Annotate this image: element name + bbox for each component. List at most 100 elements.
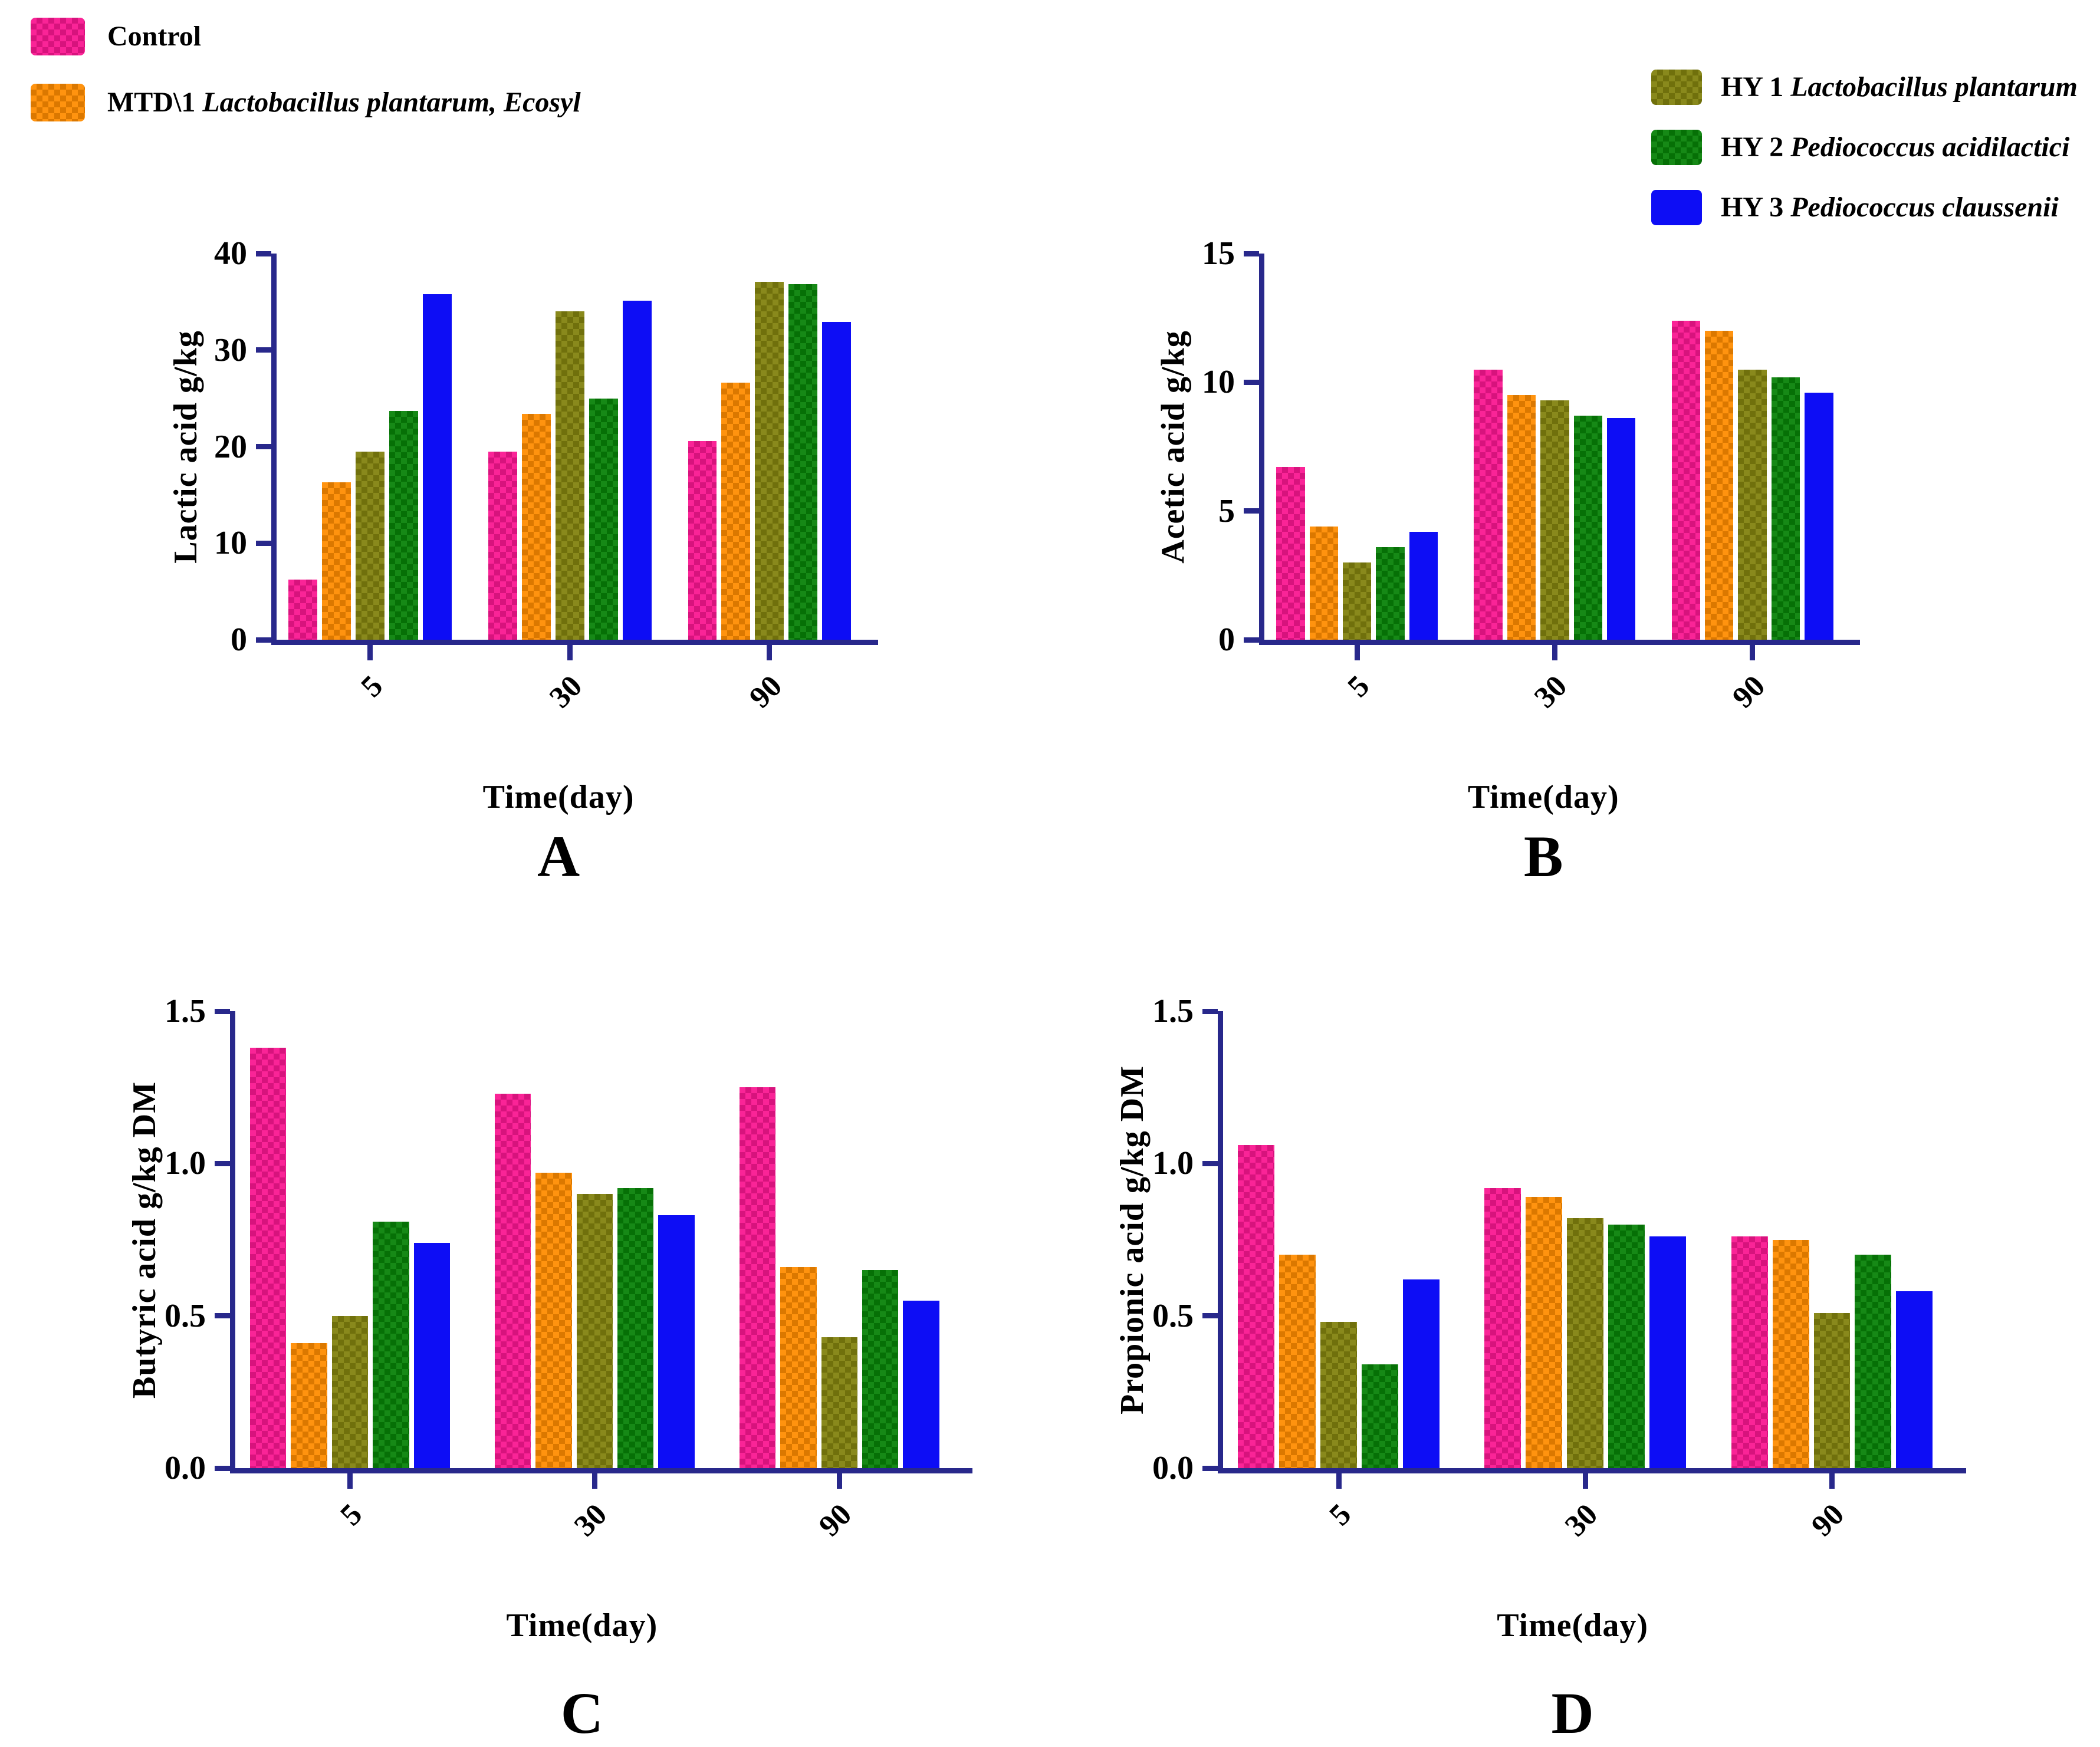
bar-mtd-day30 <box>535 1172 572 1468</box>
bar-control-day90 <box>739 1087 776 1468</box>
bar-hy1-day90 <box>755 281 784 640</box>
legend-item-label: HY 2 Pediococcus acidilactici <box>1721 133 2069 162</box>
bar-hy2-day30 <box>1608 1224 1645 1468</box>
bar-hy1-day5 <box>356 451 385 640</box>
legend-text: HY 2 <box>1721 131 1784 163</box>
y-tick-label: 0.0 <box>165 1450 206 1486</box>
bar-control-day5 <box>288 580 318 640</box>
bar-hy3-day5 <box>413 1242 450 1468</box>
legend-species-text: Pediococcus claussenii <box>1790 192 2059 223</box>
x-tick-label-text: 90 <box>1805 1497 1851 1543</box>
x-tick <box>347 1473 353 1489</box>
legend-item-hy1: HY 1 Lactobacillus plantarum <box>1651 66 2078 108</box>
legend-species-text: Pediococcus acidilactici <box>1790 131 2070 163</box>
bar-hy3-day90 <box>903 1300 939 1468</box>
x-axis-title: Time(day) <box>1467 779 1619 815</box>
y-tick-label: 0.5 <box>1152 1297 1194 1334</box>
x-tick-label-text: 30 <box>1559 1497 1605 1543</box>
bar-hy2-day90 <box>788 284 818 640</box>
y-tick <box>1244 379 1259 385</box>
bar-hy1-day90 <box>1738 369 1767 640</box>
x-tick <box>567 645 573 660</box>
bar-control-day5 <box>250 1048 287 1468</box>
y-axis-title-text: Acetic acid g/kg <box>1155 330 1192 564</box>
bar-hy2-day90 <box>862 1270 899 1468</box>
y-axis-title-text: Butyric acid g/kg DM <box>126 1081 163 1399</box>
plot-area-D: 0.0 0.5 1.0 1.5 5 30 90 <box>1152 995 1966 1543</box>
bar-hy1-day5 <box>1342 562 1372 640</box>
y-tick <box>215 1160 230 1166</box>
y-tick <box>1244 508 1259 514</box>
y-tick-label: 10 <box>214 525 247 562</box>
x-tick-label-text: 30 <box>543 669 589 715</box>
bar-control-day30 <box>1484 1187 1521 1468</box>
x-tick <box>1582 1473 1588 1489</box>
panel-letter-D: D <box>1551 1680 1594 1746</box>
y-tick-label: 0.5 <box>165 1297 206 1334</box>
y-tick <box>215 1008 230 1014</box>
bar-mtd-day30 <box>521 413 551 640</box>
legend-text: HY 1 <box>1721 71 1784 103</box>
mtd-swatch <box>31 84 85 121</box>
plot-area-B: 0 5 10 15 5 30 90 <box>1202 237 1860 715</box>
y-tick <box>256 444 271 449</box>
bar-mtd-day90 <box>1772 1239 1809 1468</box>
bar-hy3-day30 <box>1606 418 1636 640</box>
bar-mtd-day5 <box>1309 526 1338 640</box>
bar-mtd-day90 <box>721 383 751 640</box>
bar-control-day5 <box>1238 1145 1275 1468</box>
x-tick-label-text: 5 <box>1341 669 1376 704</box>
bar-hy1-day90 <box>1813 1312 1851 1468</box>
bar-hy1-day5 <box>331 1315 369 1468</box>
x-tick-label-text: 90 <box>813 1497 859 1543</box>
bar-control-day5 <box>1276 467 1305 640</box>
bar-hy1-day30 <box>1540 400 1569 640</box>
y-tick <box>1202 1313 1218 1319</box>
x-tick <box>591 1473 597 1489</box>
x-tick <box>1552 645 1557 660</box>
bar-mtd-day90 <box>1705 331 1734 640</box>
bar-mtd-day5 <box>1279 1255 1316 1468</box>
x-tick-label-text: 90 <box>1726 669 1772 715</box>
bar-hy2-day5 <box>1376 547 1405 640</box>
legend-species-text: Lactobacillus plantarum, Ecosyl <box>202 87 581 118</box>
x-axis-title: Time(day) <box>482 779 635 815</box>
bar-hy3-day90 <box>1805 392 1833 640</box>
y-tick-label: 0 <box>231 621 247 658</box>
y-axis-title: Propionic acid g/kg DM <box>1106 1011 1159 1468</box>
legend-item-hy3: HY 3 Pediococcus claussenii <box>1651 186 2059 229</box>
y-tick-label: 0.0 <box>1152 1450 1194 1486</box>
x-tick-label-text: 5 <box>354 669 389 704</box>
y-tick-label: 1.5 <box>1152 993 1194 1029</box>
y-tick <box>1202 1008 1218 1014</box>
bar-mtd-day90 <box>780 1267 817 1468</box>
panel-letter-A: A <box>537 824 580 889</box>
y-tick <box>215 1313 230 1319</box>
bar-mtd-day30 <box>1526 1197 1563 1468</box>
bar-hy2-day5 <box>1361 1364 1398 1468</box>
bar-hy2-day30 <box>617 1187 654 1468</box>
legend-item-label: HY 3 Pediococcus claussenii <box>1721 193 2059 222</box>
bar-hy1-day30 <box>576 1194 613 1468</box>
y-tick-label: 1.5 <box>165 993 206 1029</box>
x-tick <box>367 645 373 660</box>
x-tick <box>836 1473 842 1489</box>
y-tick-label: 5 <box>1218 492 1235 529</box>
y-tick <box>256 347 271 353</box>
bar-hy1-day90 <box>821 1337 857 1468</box>
bar-control-day90 <box>688 440 717 640</box>
bar-hy2-day5 <box>389 410 419 640</box>
bar-control-day30 <box>1474 369 1503 640</box>
hy2-swatch <box>1651 130 1702 165</box>
bar-hy3-day5 <box>423 294 452 640</box>
bar-mtd-day5 <box>291 1343 327 1468</box>
y-tick <box>256 637 271 643</box>
y-axis-title: Butyric acid g/kg DM <box>118 1011 171 1468</box>
y-tick-label: 0 <box>1218 621 1235 658</box>
bar-control-day90 <box>1731 1236 1768 1468</box>
bar-hy3-day30 <box>658 1215 695 1468</box>
y-tick-label: 1.0 <box>165 1145 206 1182</box>
y-axis-title: Lactic acid g/kg <box>159 254 212 640</box>
hy3-swatch <box>1651 190 1702 225</box>
bar-hy1-day30 <box>555 311 584 640</box>
